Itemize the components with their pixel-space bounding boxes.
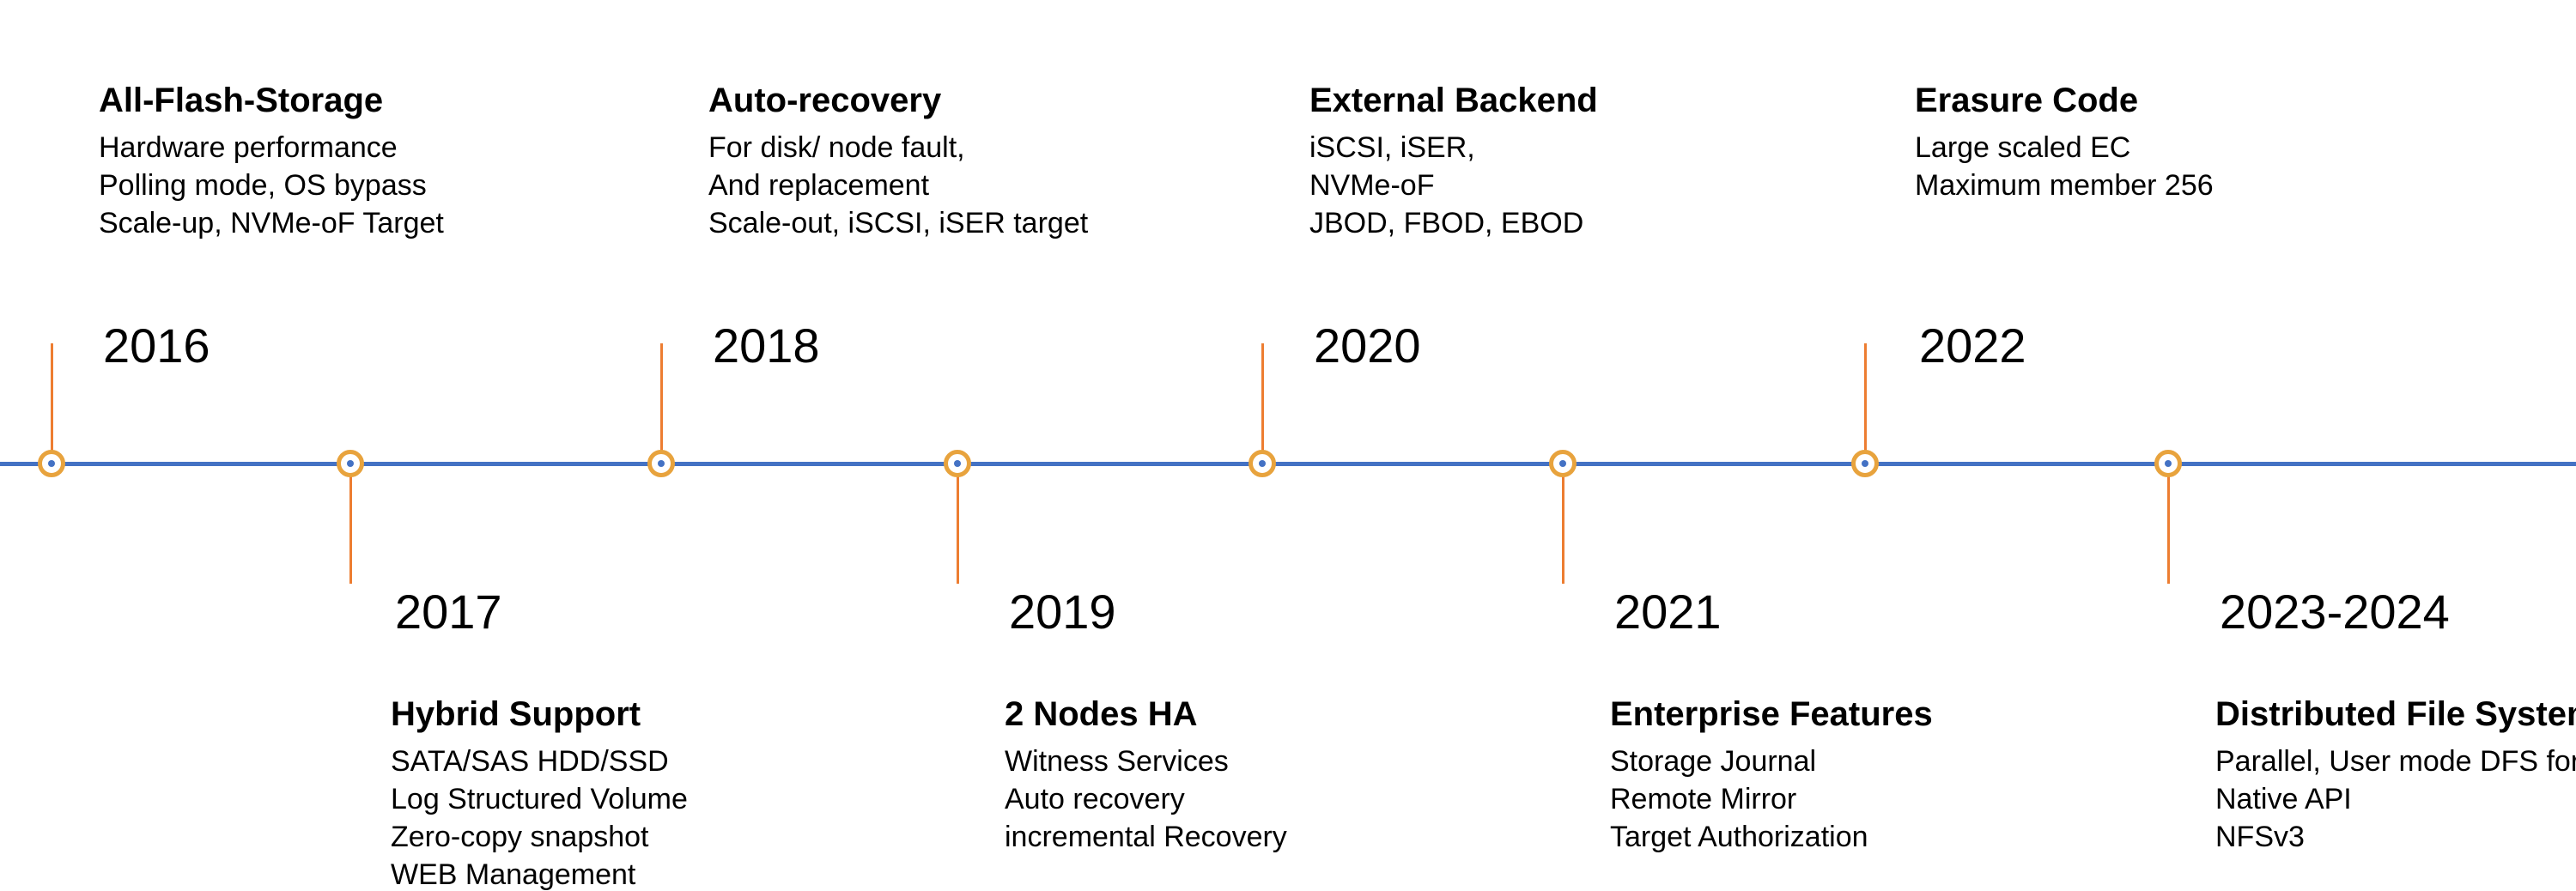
timeline-node-dot (2165, 460, 2172, 467)
timeline-year: 2017 (395, 584, 502, 639)
timeline-desc: SATA/SAS HDD/SSD Log Structured Volume Z… (391, 742, 688, 891)
timeline-node-dot (658, 460, 665, 467)
timeline-year: 2016 (103, 318, 210, 373)
timeline-node-dot (1259, 460, 1266, 467)
timeline-tick (660, 343, 663, 464)
timeline-tick (51, 343, 53, 464)
timeline-year: 2023-2024 (2220, 584, 2450, 639)
timeline-year: 2022 (1919, 318, 2026, 373)
timeline-year: 2020 (1314, 318, 1421, 373)
timeline-tick (1261, 343, 1264, 464)
timeline-tick (2167, 464, 2170, 584)
timeline-year: 2018 (713, 318, 820, 373)
timeline-desc: Witness Services Auto recovery increment… (1005, 742, 1287, 856)
timeline-tick (1864, 343, 1867, 464)
timeline-title: All-Flash-Storage (99, 82, 383, 120)
timeline-title: Distributed File System (2215, 695, 2576, 734)
timeline-axis (0, 462, 2576, 466)
timeline-desc: For disk/ node fault, And replacement Sc… (708, 129, 1088, 242)
timeline-year: 2021 (1614, 584, 1722, 639)
timeline-title: Auto-recovery (708, 82, 941, 120)
timeline-title: Hybrid Support (391, 695, 641, 734)
timeline-title: 2 Nodes HA (1005, 695, 1198, 734)
timeline-desc: Parallel, User mode DFS for AI Native AP… (2215, 742, 2576, 856)
timeline-node-dot (1559, 460, 1566, 467)
timeline-node-dot (347, 460, 354, 467)
timeline-title: Enterprise Features (1610, 695, 1933, 734)
timeline-tick (349, 464, 352, 584)
timeline-node-dot (1862, 460, 1868, 467)
timeline-desc: Storage Journal Remote Mirror Target Aut… (1610, 742, 1868, 856)
timeline-node-dot (954, 460, 961, 467)
timeline-tick (957, 464, 959, 584)
timeline-title: External Backend (1309, 82, 1598, 120)
timeline-title: Erasure Code (1915, 82, 2138, 120)
timeline-node-dot (48, 460, 55, 467)
timeline-canvas: 2016 All-Flash-Storage Hardware performanc… (0, 0, 2576, 891)
timeline-desc: Hardware performance Polling mode, OS by… (99, 129, 444, 242)
timeline-desc: Large scaled EC Maximum member 256 (1915, 129, 2214, 204)
timeline-desc: iSCSI, iSER, NVMe-oF JBOD, FBOD, EBOD (1309, 129, 1583, 242)
timeline-tick (1562, 464, 1564, 584)
timeline-year: 2019 (1009, 584, 1116, 639)
